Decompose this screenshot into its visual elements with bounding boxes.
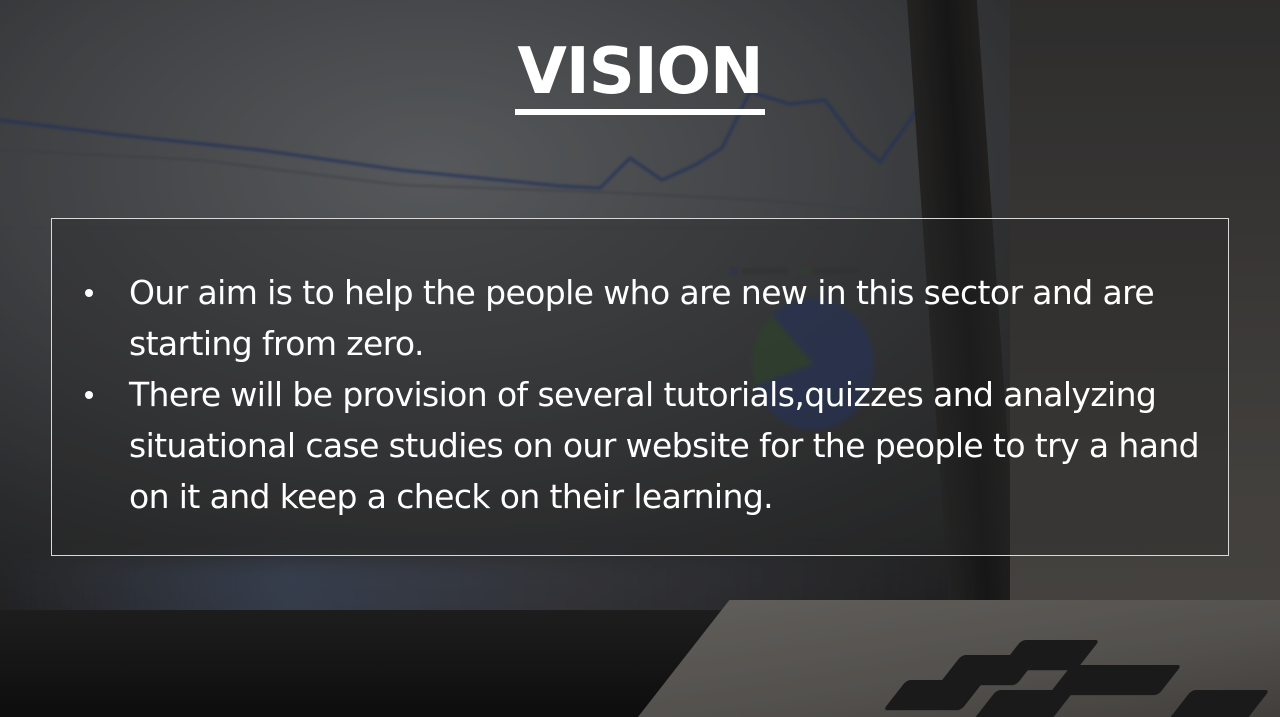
bullet-item: There will be provision of several tutor… — [80, 369, 1210, 522]
bullet-text: There will be provision of several tutor… — [129, 375, 1200, 516]
bullet-text: Our aim is to help the people who are ne… — [129, 273, 1155, 363]
content-box: Our aim is to help the people who are ne… — [51, 218, 1229, 556]
bullet-icon — [85, 289, 93, 297]
bullet-list: Our aim is to help the people who are ne… — [80, 267, 1210, 522]
background-wall — [1010, 0, 1280, 717]
bullet-item: Our aim is to help the people who are ne… — [80, 267, 1210, 369]
slide-title-text: VISION — [515, 35, 765, 115]
slide-title: VISION — [0, 32, 1280, 115]
background-legend — [730, 260, 880, 276]
background-line-chart — [0, 87, 932, 229]
bullet-icon — [85, 391, 93, 399]
background-pie — [752, 298, 874, 430]
